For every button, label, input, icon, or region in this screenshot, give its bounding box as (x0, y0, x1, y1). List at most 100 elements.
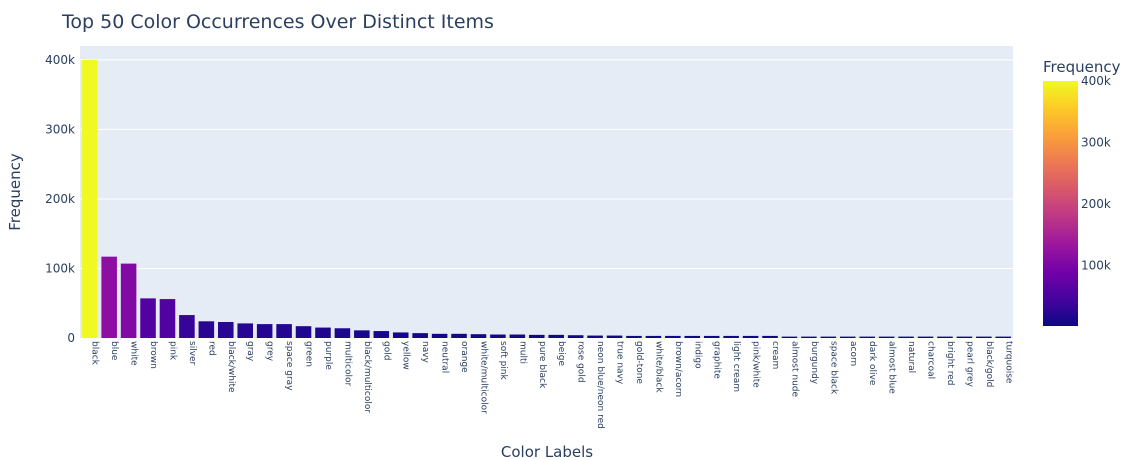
x-tick-label: green (304, 341, 314, 367)
bar[interactable] (490, 334, 506, 338)
x-tick-label: neutral (440, 341, 450, 373)
x-tick-label: turquoise (1003, 341, 1013, 384)
colorbar-tick-label: 200k (1081, 197, 1111, 211)
bar[interactable] (295, 326, 312, 338)
x-tick-label: navy (420, 341, 430, 364)
bar[interactable] (373, 331, 390, 338)
bar[interactable] (762, 335, 778, 338)
bar[interactable] (567, 335, 584, 338)
colorbar-tick-label: 400k (1081, 74, 1111, 88)
bar[interactable] (315, 327, 331, 338)
bar[interactable] (626, 335, 642, 338)
bar[interactable] (276, 324, 292, 338)
y-tick-label: 300k (45, 122, 75, 136)
bar[interactable] (101, 256, 117, 338)
bar[interactable] (470, 334, 487, 338)
y-tick-label: 0 (67, 331, 75, 345)
x-tick-label: bright red (945, 341, 955, 385)
bars (81, 59, 1012, 339)
x-tick-label: light cream (731, 341, 741, 392)
bar[interactable] (742, 335, 759, 338)
x-tick-label: pink/white (751, 341, 761, 388)
bar[interactable] (859, 336, 875, 338)
bar[interactable] (120, 263, 137, 338)
bar[interactable] (878, 336, 895, 338)
bar[interactable] (801, 336, 817, 338)
chart-title: Top 50 Color Occurrences Over Distinct I… (61, 11, 494, 33)
bar[interactable] (995, 336, 1012, 338)
x-tick-label: grey (265, 341, 275, 362)
x-tick-label: pure black (537, 341, 547, 389)
x-tick-label: true navy (615, 341, 625, 385)
bar[interactable] (218, 322, 234, 338)
x-axis-title: Color Labels (501, 443, 593, 460)
y-tick-label: 100k (45, 261, 75, 275)
bar[interactable] (956, 336, 973, 338)
x-tick-label: pearl grey (964, 341, 974, 388)
bar[interactable] (917, 336, 934, 338)
bar[interactable] (976, 336, 992, 338)
x-tick-label: space black (828, 341, 838, 395)
x-tick-label: burgundy (809, 341, 819, 385)
x-tick-label: almost nude (789, 341, 799, 397)
x-tick-label: pink (167, 341, 177, 361)
bar[interactable] (937, 336, 953, 338)
bar[interactable] (898, 336, 914, 338)
bar[interactable] (392, 332, 409, 338)
x-tick-label: black (90, 341, 100, 366)
y-axis-ticks: 0 100k 200k 300k 400k (45, 53, 75, 345)
x-tick-label: purple (323, 341, 333, 370)
x-tick-label: yellow (401, 341, 411, 370)
bar[interactable] (354, 330, 370, 338)
bar[interactable] (820, 336, 837, 338)
x-tick-label: gray (245, 341, 255, 362)
x-axis-ticks: black blue white brown pink silver red black/wh… (90, 341, 1014, 429)
colorbar-tick-label: 100k (1081, 258, 1111, 272)
bar[interactable] (703, 335, 720, 338)
bar[interactable] (529, 334, 545, 338)
x-tick-label: space gray (284, 341, 294, 391)
colorbar-title: Frequency (1043, 58, 1121, 76)
x-tick-label: multicolor (342, 341, 352, 386)
x-tick-label: cream (770, 341, 780, 369)
x-tick-label: black/gold (984, 341, 994, 387)
x-tick-label: gold-tone (634, 341, 644, 384)
bar[interactable] (451, 333, 467, 338)
bar[interactable] (781, 336, 798, 338)
x-tick-label: white/black (653, 341, 663, 393)
x-tick-label: rose gold (576, 341, 586, 383)
bar[interactable] (606, 335, 623, 338)
y-tick-label: 200k (45, 192, 75, 206)
bar[interactable] (81, 59, 98, 339)
bar[interactable] (723, 335, 739, 338)
bar[interactable] (431, 333, 448, 338)
bar[interactable] (684, 335, 701, 338)
x-tick-label: gold (381, 341, 391, 360)
bar[interactable] (509, 334, 526, 338)
bar[interactable] (159, 299, 176, 338)
x-tick-label: black/white (226, 341, 236, 393)
bar[interactable] (665, 335, 681, 338)
bar[interactable] (548, 334, 564, 338)
x-tick-label: acorn (848, 341, 858, 366)
bar[interactable] (587, 335, 603, 338)
bar[interactable] (179, 315, 195, 338)
bar[interactable] (198, 321, 215, 338)
bar[interactable] (140, 298, 156, 338)
colorbar-tick-label: 300k (1081, 135, 1111, 149)
bar[interactable] (334, 328, 351, 338)
bar[interactable] (256, 324, 273, 338)
x-tick-label: red (206, 341, 216, 356)
x-tick-label: graphite (712, 341, 722, 379)
y-tick-label: 400k (45, 53, 75, 67)
x-tick-label: blue (109, 341, 119, 361)
bar[interactable] (237, 323, 253, 338)
bar[interactable] (645, 335, 662, 338)
x-tick-label: neon blue/neon red (595, 341, 605, 429)
colorbar (1043, 81, 1078, 326)
x-tick-label: charcoal (926, 341, 936, 379)
bar[interactable] (840, 336, 856, 338)
x-tick-label: orange (459, 341, 469, 373)
x-tick-label: indigo (692, 341, 702, 369)
bar[interactable] (412, 333, 428, 338)
